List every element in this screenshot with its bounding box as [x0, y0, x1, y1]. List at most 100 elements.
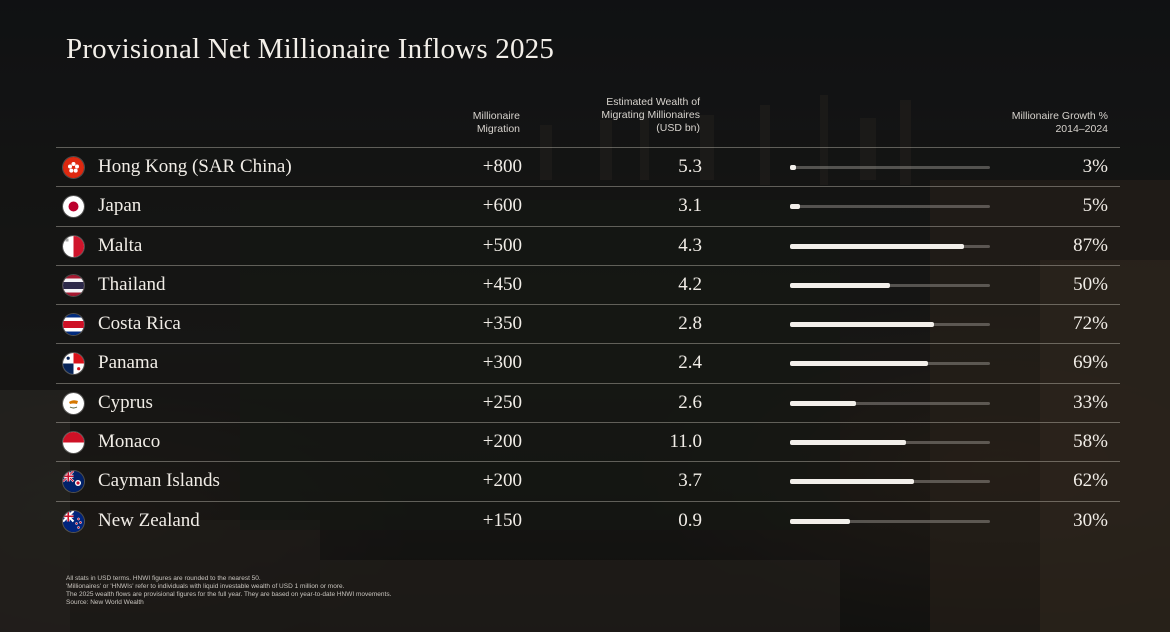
- growth-value: 72%: [1073, 313, 1108, 335]
- thailand-flag-icon: [63, 274, 84, 296]
- country-name: Cayman Islands: [98, 470, 220, 492]
- growth-value: 3%: [1082, 156, 1108, 177]
- growth-bar: [790, 361, 928, 367]
- wealth-value: 5.3: [678, 156, 702, 177]
- migration-value: +600: [482, 195, 522, 217]
- growth-bar-track: [790, 165, 990, 170]
- growth-bar-track: [790, 322, 990, 328]
- growth-value: 33%: [1073, 391, 1108, 413]
- wealth-value: 4.3: [678, 234, 702, 256]
- growth-bar-track: [790, 204, 990, 210]
- migration-value: +800: [482, 156, 522, 177]
- migration-value: +150: [482, 509, 522, 531]
- japan-flag-icon: [63, 196, 84, 218]
- growth-bar-track: [790, 361, 990, 367]
- footnote-3: The 2025 wealth flows are provisional fi…: [66, 591, 392, 598]
- table-row: Hong Kong (SAR China) +800 5.3 3%: [56, 147, 1120, 186]
- table-row: Japan +600 3.1 5%: [56, 186, 1120, 225]
- chart-title: Provisional Net Millionaire Inflows 2025: [66, 33, 555, 65]
- country-name: Hong Kong (SAR China): [98, 156, 292, 177]
- growth-bar: [790, 243, 964, 249]
- growth-bar-track: [790, 518, 990, 524]
- country-name: Cyprus: [98, 391, 153, 413]
- growth-value: 69%: [1073, 352, 1108, 374]
- cyprus-flag-icon: [63, 392, 84, 414]
- growth-bar-track: [790, 479, 990, 485]
- country-name: New Zealand: [98, 509, 200, 531]
- header-wealth-line-3: (USD bn): [656, 122, 700, 134]
- migration-value: +350: [482, 313, 522, 335]
- table-row: Cayman Islands +200 3.7 62%: [56, 461, 1120, 500]
- footnote-source: Source: New World Wealth: [66, 599, 144, 606]
- country-name: Malta: [98, 234, 143, 256]
- country-name: Panama: [98, 352, 159, 374]
- growth-value: 5%: [1082, 195, 1108, 217]
- wealth-value: 3.1: [678, 195, 702, 217]
- growth-bar-track: [790, 243, 990, 249]
- growth-value: 62%: [1073, 470, 1108, 492]
- migration-value: +450: [482, 273, 522, 295]
- growth-bar: [790, 204, 800, 210]
- growth-bar: [790, 282, 890, 288]
- table-row: New Zealand +150 0.9 30%: [56, 500, 1120, 540]
- wealth-value: 2.8: [678, 313, 702, 335]
- growth-bar: [790, 322, 934, 328]
- country-name: Thailand: [98, 273, 166, 295]
- table-row: Malta +500 4.3 87%: [56, 225, 1120, 265]
- panama-flag-icon: [63, 353, 84, 375]
- header-wealth: Estimated Wealth of Migrating Millionair…: [540, 96, 700, 135]
- footnote-2: 'Millionaires' or 'HNWIs' refer to indiv…: [66, 583, 345, 590]
- growth-bar: [790, 165, 796, 170]
- cayman-islands-flag-icon: [63, 471, 84, 493]
- migration-value: +200: [482, 470, 522, 492]
- growth-bar-track: [790, 440, 990, 446]
- growth-bar: [790, 400, 856, 406]
- header-growth-line-1: Millionaire Growth %: [1011, 110, 1108, 122]
- growth-value: 30%: [1073, 509, 1108, 531]
- header-migration-line-2: Migration: [476, 123, 520, 135]
- new-zealand-flag-icon: [63, 510, 84, 532]
- growth-value: 50%: [1073, 273, 1108, 295]
- table-row: Thailand +450 4.2 50%: [56, 264, 1120, 304]
- table-row: Panama +300 2.4 69%: [56, 343, 1120, 382]
- wealth-value: 2.4: [678, 352, 702, 374]
- monaco-flag-icon: [63, 432, 84, 454]
- growth-bar: [790, 440, 906, 446]
- growth-value: 58%: [1073, 431, 1108, 453]
- footnote-1: All stats in USD terms. HNWI figures are…: [66, 575, 261, 582]
- header-wealth-line-1: Estimated Wealth of: [606, 96, 700, 108]
- growth-bar: [790, 518, 850, 524]
- header-growth: Millionaire Growth % 2014–2024: [960, 110, 1108, 136]
- wealth-value: 3.7: [678, 470, 702, 492]
- hong-kong-flag-icon: [63, 157, 84, 178]
- country-name: Monaco: [98, 431, 161, 453]
- wealth-value: 0.9: [678, 509, 702, 531]
- migration-value: +200: [482, 431, 522, 453]
- malta-flag-icon: [63, 235, 84, 257]
- growth-bar-track: [790, 282, 990, 288]
- wealth-value: 4.2: [678, 273, 702, 295]
- header-growth-line-2: 2014–2024: [1055, 123, 1108, 135]
- country-name: Costa Rica: [98, 313, 181, 335]
- table-row: Cyprus +250 2.6 33%: [56, 382, 1120, 422]
- growth-bar: [790, 479, 914, 485]
- table-row: Monaco +200 11.0 58%: [56, 422, 1120, 461]
- data-table: Hong Kong (SAR China) +800 5.3 3% Japan +600 3…: [56, 147, 1120, 540]
- growth-bar-track: [790, 400, 990, 406]
- growth-value: 87%: [1073, 234, 1108, 256]
- footnotes: All stats in USD terms. HNWI figures are…: [66, 575, 391, 607]
- table-row: Costa Rica +350 2.8 72%: [56, 304, 1120, 343]
- wealth-value: 11.0: [669, 431, 702, 453]
- migration-value: +300: [482, 352, 522, 374]
- wealth-value: 2.6: [678, 391, 702, 413]
- header-migration: Millionaire Migration: [430, 110, 520, 136]
- header-wealth-line-2: Migrating Millionaires: [601, 109, 700, 121]
- costa-rica-flag-icon: [63, 314, 84, 336]
- header-migration-line-1: Millionaire: [472, 110, 520, 122]
- country-name: Japan: [98, 195, 142, 217]
- migration-value: +500: [482, 234, 522, 256]
- migration-value: +250: [482, 391, 522, 413]
